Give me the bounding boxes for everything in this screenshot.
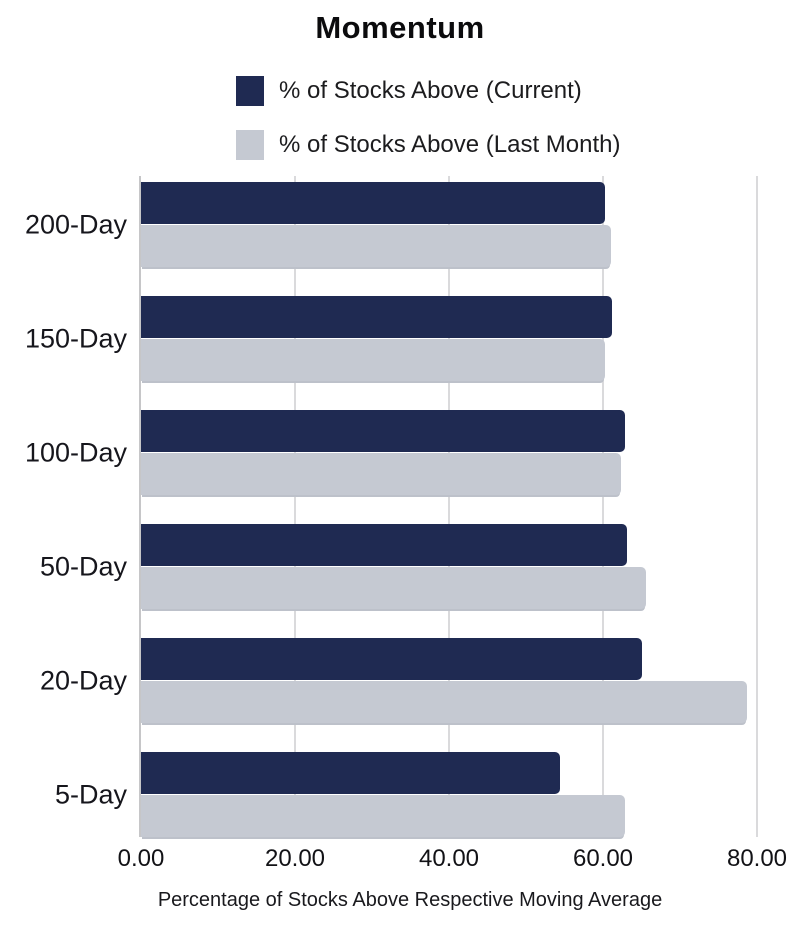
category-label: 50-Day: [39, 551, 127, 581]
bar-group: 5-Day: [55, 752, 757, 837]
x-tick-label: 60.00: [572, 845, 634, 872]
x-tick-label: 0.00: [117, 845, 165, 872]
gridline: [294, 176, 296, 837]
legend-item-current[interactable]: % of Stocks Above (Current): [236, 76, 800, 106]
legend-label-current: % of Stocks Above (Current): [279, 77, 582, 104]
x-tick-label: 20.00: [264, 845, 326, 872]
bar-current[interactable]: [141, 410, 626, 452]
bar-group: 50-Day: [40, 524, 757, 609]
legend-swatch-current-icon: [236, 76, 264, 106]
category-label: 5-Day: [54, 779, 127, 809]
bar-group: 20-Day: [40, 638, 757, 723]
gridline: [756, 176, 758, 837]
bar-group: 200-Day: [25, 182, 757, 267]
category-label: 100-Day: [24, 437, 127, 467]
bar-current[interactable]: [141, 182, 606, 224]
bar-last-month[interactable]: [141, 453, 621, 495]
bar-current[interactable]: [141, 524, 627, 566]
x-tick-label: 80.00: [726, 845, 788, 872]
plot-area: 200-Day 150-Day 100-Day 50-Day 20-Day 5-Day: [25, 176, 758, 837]
legend-label-last-month: % of Stocks Above (Last Month): [279, 131, 621, 158]
bar-last-month[interactable]: [141, 225, 611, 267]
bar-last-month[interactable]: [141, 681, 747, 723]
x-tick-label: 40.00: [418, 845, 480, 872]
x-axis-ticks: 0.00 20.00 40.00 60.00 80.00: [118, 845, 787, 875]
chart-title: Momentum: [315, 10, 485, 45]
bar-last-month[interactable]: [141, 339, 605, 381]
category-label: 150-Day: [24, 323, 127, 353]
bar-group: 100-Day: [25, 410, 757, 495]
bar-current[interactable]: [141, 638, 643, 680]
gridline: [448, 176, 450, 837]
chart-legend: % of Stocks Above (Current) % of Stocks …: [236, 76, 800, 160]
category-label: 200-Day: [24, 209, 127, 239]
category-label: 20-Day: [39, 665, 127, 695]
bar-group: 150-Day: [25, 296, 757, 381]
gridline: [602, 176, 604, 837]
bar-last-month[interactable]: [141, 795, 626, 837]
legend-item-last-month[interactable]: % of Stocks Above (Last Month): [236, 130, 800, 160]
legend-swatch-last-month-icon: [236, 130, 264, 160]
bar-current[interactable]: [141, 752, 560, 794]
x-axis-title: Percentage of Stocks Above Respective Mo…: [157, 889, 663, 911]
bar-last-month[interactable]: [141, 567, 647, 609]
bar-current[interactable]: [141, 296, 613, 338]
